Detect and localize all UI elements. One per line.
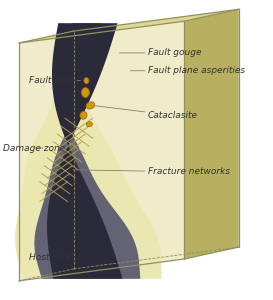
Text: Host rock: Host rock	[29, 253, 72, 262]
Polygon shape	[15, 23, 162, 279]
Ellipse shape	[84, 78, 89, 84]
Polygon shape	[19, 9, 239, 43]
Text: Cataclasite: Cataclasite	[95, 106, 198, 120]
Text: Damage zone: Damage zone	[3, 143, 66, 152]
Ellipse shape	[87, 122, 92, 127]
Text: Fault gouge: Fault gouge	[120, 48, 201, 57]
Polygon shape	[47, 23, 123, 279]
Ellipse shape	[80, 111, 87, 119]
Polygon shape	[34, 23, 140, 279]
Text: Fault plane asperities: Fault plane asperities	[130, 66, 245, 75]
Polygon shape	[19, 21, 184, 281]
Polygon shape	[184, 9, 239, 259]
Ellipse shape	[81, 88, 89, 98]
Ellipse shape	[86, 102, 95, 109]
Text: Fracture networks: Fracture networks	[73, 167, 230, 176]
Text: Fault core: Fault core	[29, 76, 80, 85]
